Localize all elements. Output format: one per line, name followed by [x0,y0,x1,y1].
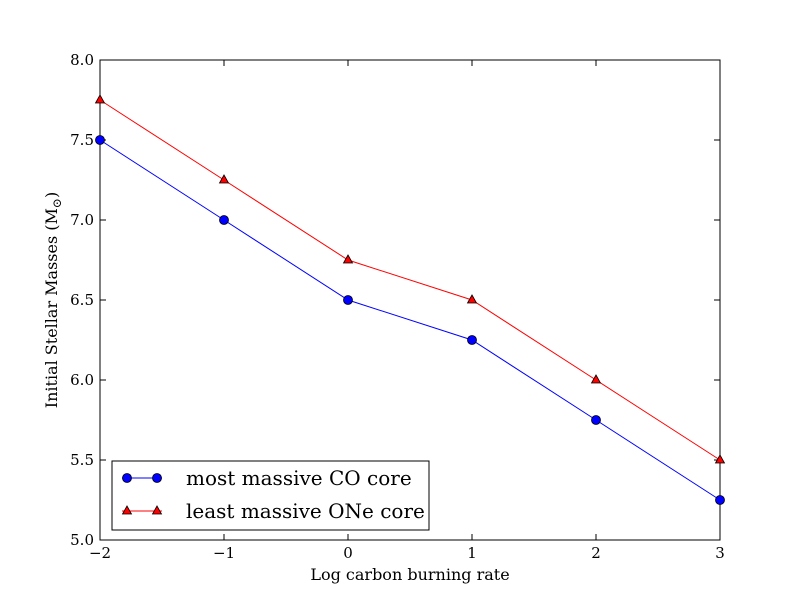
x-tick-label: −2 [89,544,111,562]
legend-marker-one-end [151,505,163,515]
y-tick-label: 8.0 [70,51,94,69]
data-series [94,94,726,505]
x-tick-label: 3 [715,544,725,562]
y-axis-label-close: ) [42,192,61,198]
legend-label-co: most massive CO core [186,466,412,490]
legend-marker-co [122,473,132,483]
x-tick-label: 0 [343,544,353,562]
legend-label-one: least massive ONe core [186,499,425,523]
data-point-one-core [218,174,230,184]
legend-box [111,460,430,531]
y-tick-label: 5.5 [70,451,94,469]
data-point-one-core [714,454,726,464]
series-line-co-core [99,139,721,501]
data-point-co-core [95,135,105,145]
legend-marker-one [121,505,133,515]
data-point-co-core [219,215,229,225]
data-point-co-core [591,415,601,425]
x-tick-label: 1 [467,544,477,562]
data-point-one-core [466,294,478,304]
x-axis-label: Log carbon burning rate [310,565,509,584]
y-tick-label: 7.5 [70,131,94,149]
y-tick-label: 6.5 [70,291,94,309]
data-point-co-core [343,295,353,305]
data-point-one-core [590,374,602,384]
series-line-one-core [99,99,721,461]
data-point-one-core [342,254,354,264]
data-point-co-core [467,335,477,345]
y-tick-label: 6.0 [70,371,94,389]
y-tick-label: 5.0 [70,531,94,549]
x-tick-label: −1 [213,544,235,562]
data-point-co-core [715,495,725,505]
legend-marker-co-end [152,473,162,483]
y-axis-label: Initial Stellar Masses (M⊙) [42,192,64,408]
data-point-one-core [94,94,106,104]
y-axis-label-main: Initial Stellar Masses (M [42,208,61,408]
plot-area-frame [99,59,721,541]
y-tick-label: 7.0 [70,211,94,229]
legend: most massive CO core least massive ONe c… [111,460,430,531]
y-axis-label-symbol: ⊙ [50,198,64,208]
x-tick-label: 2 [591,544,601,562]
axis-tick-labels: −2 −1 0 1 2 3 5.0 5.5 6.0 6.5 7.0 7.5 8.0 [70,51,725,562]
